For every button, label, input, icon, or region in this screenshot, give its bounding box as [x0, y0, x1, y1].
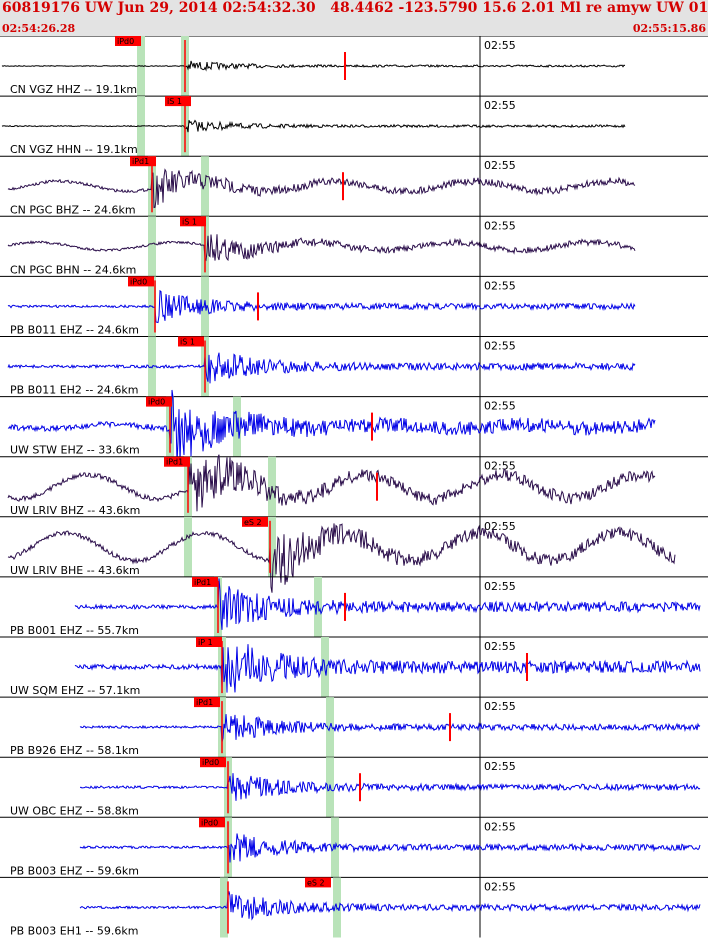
station-label: PB B001 EHZ -- 55.7km	[10, 624, 139, 637]
seismogram-panel: 02:55 iPd0 CN VGZ HHZ -- 19.1km 02:55 iS 1 CN…	[0, 36, 708, 938]
time-tick-label: 02:55	[484, 880, 516, 893]
pick-box	[305, 877, 331, 888]
station-label: PB B003 EH1 -- 59.6km	[10, 925, 138, 938]
station-label: PB B003 EHZ -- 59.6km	[10, 864, 139, 877]
phase-window	[201, 156, 209, 217]
pick-label: iP 1	[198, 638, 213, 647]
phase-window	[184, 516, 192, 577]
pick-label: iS 1	[180, 338, 195, 347]
station-label: UW SQM EHZ -- 57.1km	[10, 684, 140, 697]
station-label: CN VGZ HHN -- 19.1km	[10, 143, 138, 156]
time-tick-label: 02:55	[484, 99, 516, 112]
seismogram-trace	[74, 578, 701, 630]
pick-label: iPd0	[201, 818, 218, 827]
phase-window	[314, 576, 322, 637]
time-tick-label: 02:55	[484, 159, 516, 172]
seismogram-trace	[7, 289, 636, 324]
phase-window	[201, 276, 209, 337]
station-label: UW LRIV BHZ -- 43.6km	[10, 504, 140, 517]
station-label: UW OBC EHZ -- 58.8km	[10, 804, 139, 817]
seismogram-trace	[79, 773, 701, 801]
station-label: CN VGZ HHZ -- 19.1km	[10, 83, 137, 96]
seismogram-trace	[7, 523, 676, 593]
seismogram-trace	[1, 119, 626, 133]
seismogram-trace	[7, 168, 636, 209]
pick-label: iPd0	[130, 277, 147, 286]
pick-label: iPd1	[196, 698, 213, 707]
seismogram-trace	[1, 60, 626, 72]
seismogram-trace	[7, 352, 636, 384]
time-tick-label: 02:55	[484, 279, 516, 292]
time-tick-label: 02:55	[484, 39, 516, 52]
pick-label: iPd1	[166, 458, 183, 467]
time-tick-label: 02:55	[484, 460, 516, 473]
station-label: PB B011 EH2 -- 24.6km	[10, 384, 138, 397]
station-label: CN PGC BHN -- 24.6km	[10, 263, 136, 276]
time-tick-label: 02:55	[484, 219, 516, 232]
seismogram-trace	[7, 389, 656, 464]
time-tick-label: 02:55	[484, 400, 516, 413]
station-label: UW LRIV BHE -- 43.6km	[10, 564, 140, 577]
seismogram-trace	[7, 234, 636, 262]
station-label: PB B011 EHZ -- 24.6km	[10, 324, 139, 337]
window-start-time: 02:54:26.28	[2, 22, 76, 35]
time-tick-label: 02:55	[484, 580, 516, 593]
phase-window	[148, 216, 156, 277]
time-tick-label: 02:55	[484, 520, 516, 533]
seismogram-trace	[7, 454, 656, 512]
seismogram-trace	[79, 891, 701, 921]
pick-label: iS 1	[182, 217, 197, 226]
time-tick-label: 02:55	[484, 340, 516, 353]
pick-box	[164, 456, 190, 467]
event-title: 60819176 UW Jun 29, 2014 02:54:32.30 48.…	[2, 0, 708, 16]
phase-window	[268, 516, 276, 577]
pick-label: iPd0	[117, 37, 134, 46]
pick-box	[199, 817, 225, 828]
seismogram-trace	[74, 644, 701, 693]
seismogram-trace	[79, 714, 701, 743]
phase-window	[220, 877, 228, 938]
pick-label: eS 2	[307, 878, 325, 887]
pick-label: iS 1	[167, 97, 182, 106]
time-tick-label: 02:55	[484, 760, 516, 773]
pick-box	[200, 757, 226, 768]
station-label: CN PGC BHZ -- 24.6km	[10, 203, 136, 216]
pick-box	[194, 697, 220, 708]
time-tick-label: 02:55	[484, 820, 516, 833]
pick-box	[115, 36, 141, 46]
pick-box	[165, 96, 191, 107]
pick-box	[180, 216, 206, 227]
pick-box	[196, 637, 222, 647]
pick-label: iPd1	[194, 578, 211, 587]
pick-label: iPd0	[148, 398, 165, 407]
station-label: PB B926 EHZ -- 58.1km	[10, 744, 139, 757]
pick-label: eS 2	[244, 518, 262, 527]
pick-label: iPd1	[132, 157, 149, 166]
seismogram-trace	[79, 833, 701, 863]
pick-box	[130, 156, 156, 167]
pick-box	[192, 576, 218, 587]
station-label: UW STW EHZ -- 33.6km	[10, 444, 140, 457]
window-end-time: 02:55:15.86	[632, 22, 706, 35]
pick-box	[242, 516, 268, 527]
pick-label: iPd0	[202, 758, 219, 767]
pick-box	[128, 276, 154, 287]
time-tick-label: 02:55	[484, 700, 516, 713]
pick-box	[178, 336, 204, 347]
event-header: 60819176 UW Jun 29, 2014 02:54:32.30 48.…	[0, 0, 708, 36]
pick-box	[146, 396, 172, 407]
time-tick-label: 02:55	[484, 640, 516, 653]
